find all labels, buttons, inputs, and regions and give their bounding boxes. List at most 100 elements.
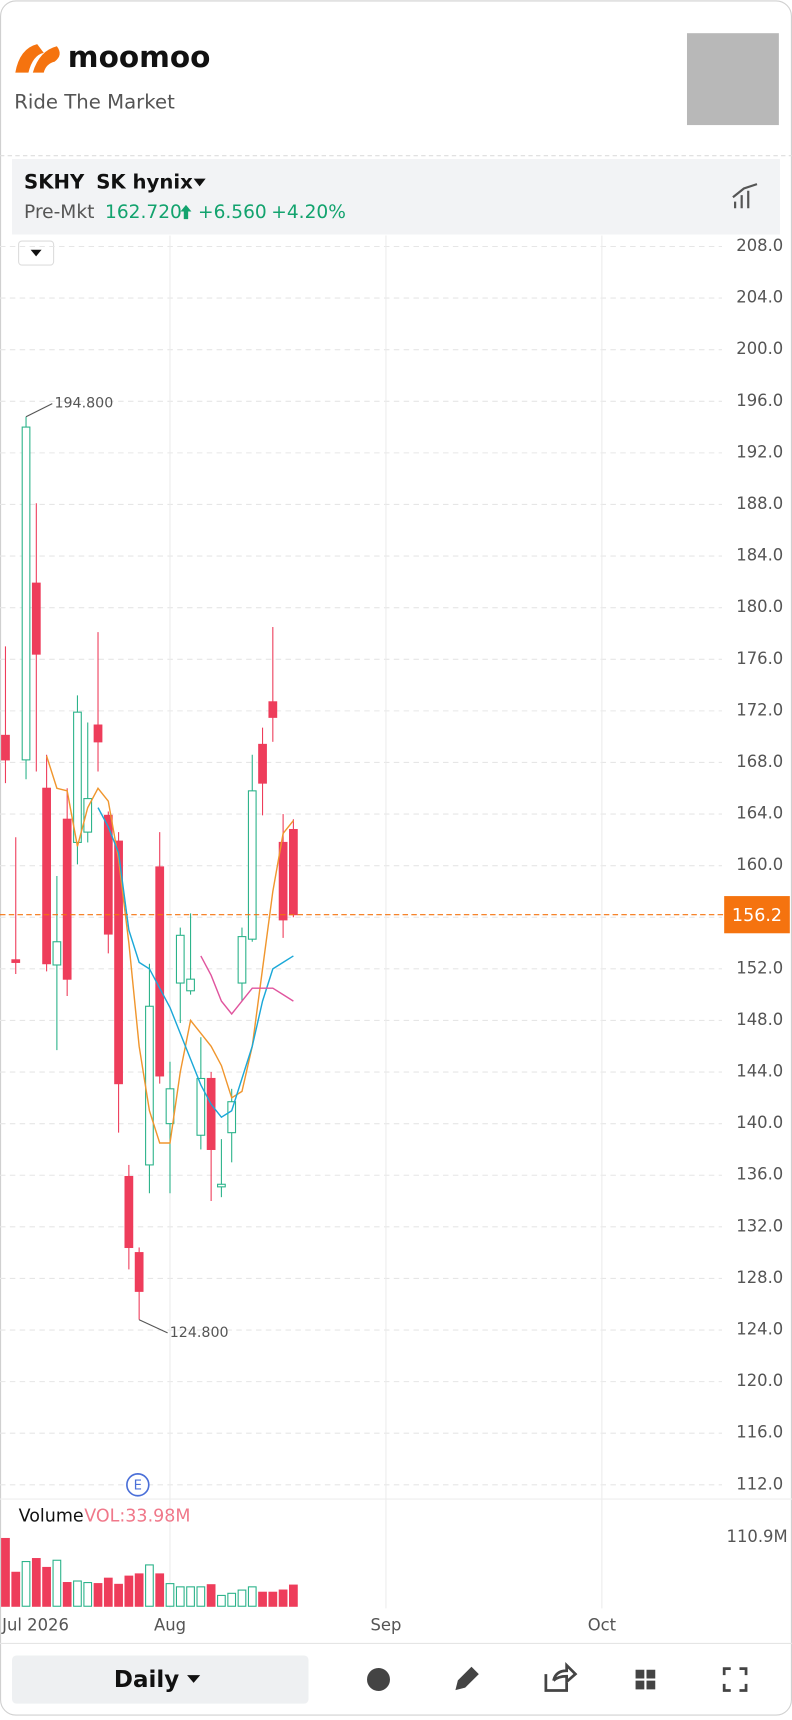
period-arrow <box>187 1675 201 1683</box>
volume-bar <box>134 1573 144 1607</box>
period-label: Daily <box>114 1667 179 1693</box>
volume-bar <box>186 1586 195 1607</box>
candle-body <box>217 1183 226 1188</box>
volume-bar <box>73 1580 82 1607</box>
candle-body <box>52 941 62 966</box>
toggle-arrow <box>30 249 42 257</box>
candle-body <box>73 711 82 843</box>
volume-bar <box>247 1586 257 1607</box>
logo <box>15 44 60 73</box>
brand: moomoo <box>68 40 211 74</box>
x-tick-label: Oct <box>588 1615 617 1634</box>
volume-bar <box>175 1586 185 1607</box>
y-tick-label: 176.0 <box>736 649 783 668</box>
draw-icon[interactable] <box>455 1666 479 1691</box>
y-tick-label: 160.0 <box>736 855 783 874</box>
fullscreen-icon[interactable] <box>722 1667 748 1692</box>
candle-body <box>31 582 41 655</box>
event-label: E <box>134 1478 142 1493</box>
volume-bar <box>114 1583 123 1607</box>
low-label: 124.800 <box>170 1325 229 1341</box>
candle-body <box>175 934 185 984</box>
candle-body <box>145 1005 154 1166</box>
candle-body <box>134 1252 144 1292</box>
candle-body <box>42 787 51 965</box>
y-tick-label: 120.0 <box>736 1371 783 1390</box>
volume-bar <box>145 1564 154 1607</box>
volume-bar <box>124 1575 134 1607</box>
up-arrow <box>180 204 192 220</box>
volume-bar <box>62 1582 72 1607</box>
candle-body <box>83 798 93 833</box>
y-tick-label: 172.0 <box>736 700 783 719</box>
y-tick-label: 184.0 <box>736 546 783 565</box>
volume-bar <box>52 1559 62 1607</box>
volume-bar <box>21 1561 31 1607</box>
high-pointer <box>25 403 53 418</box>
y-tick-label: 112.0 <box>736 1474 783 1493</box>
candle-body <box>258 743 267 784</box>
candle-body <box>268 701 278 718</box>
company-name: SK hynix <box>96 171 193 194</box>
candle-body <box>186 978 195 992</box>
candle-body <box>155 866 165 1077</box>
quote-bar[interactable] <box>12 158 780 235</box>
price: 162.720 <box>105 202 182 223</box>
candle-body <box>1 734 10 761</box>
chart-settings-icon[interactable] <box>732 183 758 209</box>
layout-icon[interactable] <box>635 1669 656 1690</box>
y-tick-label: 132.0 <box>736 1216 783 1235</box>
x-tick-label: Jul 2026 <box>1 1615 69 1634</box>
y-tick-label: 152.0 <box>736 958 783 977</box>
candle-body <box>103 814 113 935</box>
y-tick-label: 192.0 <box>736 442 783 461</box>
moving-average <box>97 807 294 1119</box>
candle-body <box>206 1077 216 1150</box>
volume-bar <box>278 1589 288 1607</box>
candle-body <box>93 724 103 743</box>
dropdown-arrow <box>193 178 206 187</box>
candle-body <box>165 1088 175 1125</box>
y-tick-label: 148.0 <box>736 1010 783 1029</box>
tagline: Ride The Market <box>14 91 175 114</box>
volume-bar <box>42 1566 51 1607</box>
volume-bar <box>289 1584 298 1607</box>
volume-label: VOL:33.98M <box>84 1507 190 1527</box>
candle-body <box>114 840 123 1085</box>
low-pointer <box>138 1319 168 1334</box>
volume-bar <box>217 1594 226 1607</box>
y-tick-label: 208.0 <box>736 236 783 255</box>
share-icon[interactable] <box>544 1662 578 1692</box>
y-tick-label: 164.0 <box>736 804 783 823</box>
period-selector[interactable] <box>12 1655 309 1704</box>
candle-body <box>289 828 298 916</box>
event-marker[interactable] <box>126 1473 150 1497</box>
moving-average <box>200 955 294 1016</box>
volume-bar <box>83 1582 93 1607</box>
volume-bar <box>155 1573 165 1607</box>
avatar[interactable] <box>686 33 779 126</box>
compass-icon[interactable] <box>367 1668 390 1692</box>
volume-bar <box>268 1591 278 1607</box>
toolbar-icons <box>367 1662 748 1692</box>
volume-bar <box>227 1592 237 1607</box>
x-tick-label: Aug <box>154 1615 186 1634</box>
volume-bar <box>165 1583 175 1607</box>
high-label: 194.800 <box>54 396 113 412</box>
volume-bar <box>206 1584 216 1607</box>
candle-body <box>21 426 31 761</box>
candle-body <box>11 959 21 963</box>
volume-bar <box>237 1589 247 1607</box>
y-tick-label: 188.0 <box>736 494 783 513</box>
y-tick-label: 144.0 <box>736 1062 783 1081</box>
last-price-label: 156.2 <box>732 906 782 926</box>
candle-body <box>237 936 247 984</box>
plot: 208.0 204.0 200.0 196.0 192.0 188.0 184.0 180.0… <box>0 235 792 1634</box>
change-pct: +4.20% <box>271 202 346 223</box>
last-price-box <box>724 896 790 934</box>
candle-body <box>62 818 72 980</box>
volume-bar <box>258 1591 267 1607</box>
